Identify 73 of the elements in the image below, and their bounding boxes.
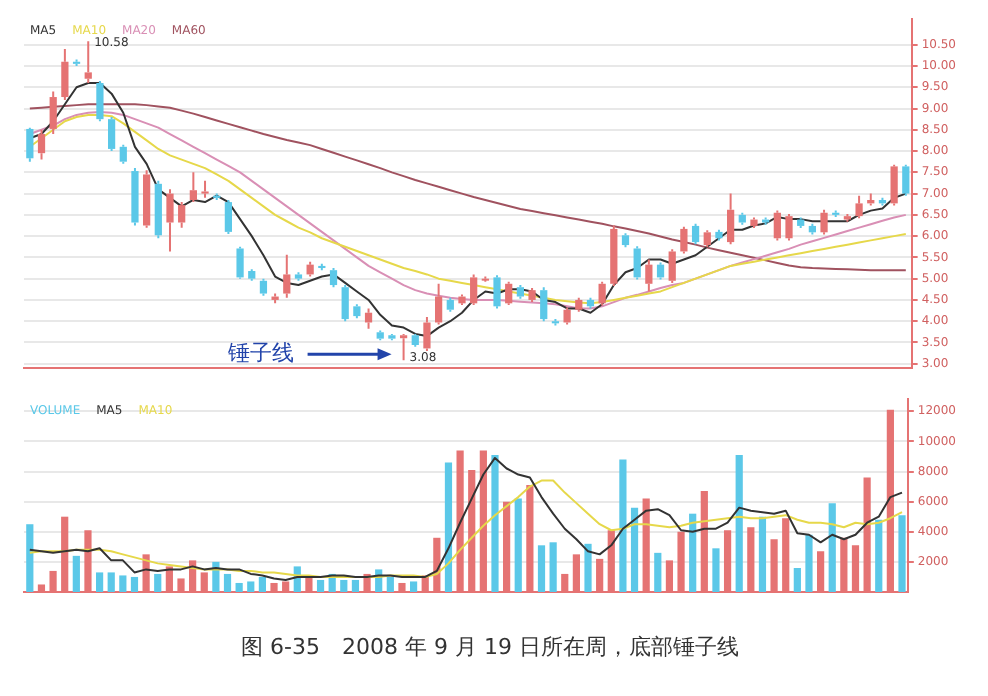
candlestick xyxy=(820,208,828,236)
bar xyxy=(758,516,767,592)
bar xyxy=(549,542,557,592)
candlestick xyxy=(84,40,92,85)
candlestick xyxy=(505,280,513,307)
candlestick xyxy=(855,194,863,220)
candlestick xyxy=(271,292,279,305)
bar xyxy=(258,576,267,592)
candlestick xyxy=(633,245,641,281)
bar xyxy=(689,513,697,592)
bar xyxy=(654,552,662,592)
bar xyxy=(72,555,80,592)
candlestick xyxy=(563,306,571,326)
bar xyxy=(223,573,232,592)
candlestick xyxy=(797,216,805,230)
bar xyxy=(386,576,394,592)
candlestick xyxy=(726,192,735,246)
bar xyxy=(95,572,104,592)
caption: 图 6-35 2008 年 9 月 19 日所在周，底部锤子线 xyxy=(239,632,741,662)
candlestick xyxy=(645,258,653,293)
candlestick xyxy=(680,225,688,255)
candlestick xyxy=(143,169,151,229)
bar xyxy=(340,579,348,592)
bar xyxy=(537,545,546,592)
candlestick xyxy=(166,188,174,253)
candlestick xyxy=(189,171,197,204)
candlestick xyxy=(610,224,618,287)
candlestick xyxy=(248,268,256,282)
bar xyxy=(805,534,813,592)
candlestick xyxy=(458,293,466,307)
candlestick xyxy=(470,273,478,307)
bar xyxy=(828,503,836,592)
bar xyxy=(235,582,243,592)
bar xyxy=(247,581,255,592)
candlestick xyxy=(411,335,419,348)
candlestick xyxy=(423,315,431,352)
candlestick xyxy=(61,47,69,102)
bar xyxy=(119,575,127,592)
bar xyxy=(793,567,801,592)
candlestick xyxy=(656,261,665,281)
bar xyxy=(875,519,883,592)
candlestick xyxy=(131,167,139,227)
candlestick xyxy=(178,201,186,229)
candlestick xyxy=(49,90,57,136)
candlestick xyxy=(37,128,46,161)
bar xyxy=(584,543,592,592)
candlestick xyxy=(388,335,396,342)
candlestick xyxy=(236,245,244,278)
candlestick xyxy=(540,286,548,323)
candlestick xyxy=(201,179,209,199)
candlestick xyxy=(283,253,291,299)
candlestick xyxy=(750,216,758,230)
bar xyxy=(491,454,499,592)
bar xyxy=(630,507,639,592)
bar xyxy=(409,581,418,592)
bar xyxy=(444,462,453,592)
bar xyxy=(898,515,906,592)
bar xyxy=(107,572,115,592)
bar xyxy=(316,579,325,592)
candlestick xyxy=(154,179,162,240)
bar xyxy=(154,573,162,592)
bar xyxy=(130,576,139,592)
candlestick xyxy=(26,128,34,163)
candlestick xyxy=(762,216,770,226)
candlestick xyxy=(435,282,443,326)
bar xyxy=(351,579,360,592)
bar xyxy=(514,498,522,592)
bar xyxy=(26,524,34,592)
bar xyxy=(712,548,720,592)
bar xyxy=(735,454,743,592)
annotation: 锤子线 xyxy=(225,340,294,367)
candlestick xyxy=(890,163,898,207)
bar xyxy=(619,459,627,592)
